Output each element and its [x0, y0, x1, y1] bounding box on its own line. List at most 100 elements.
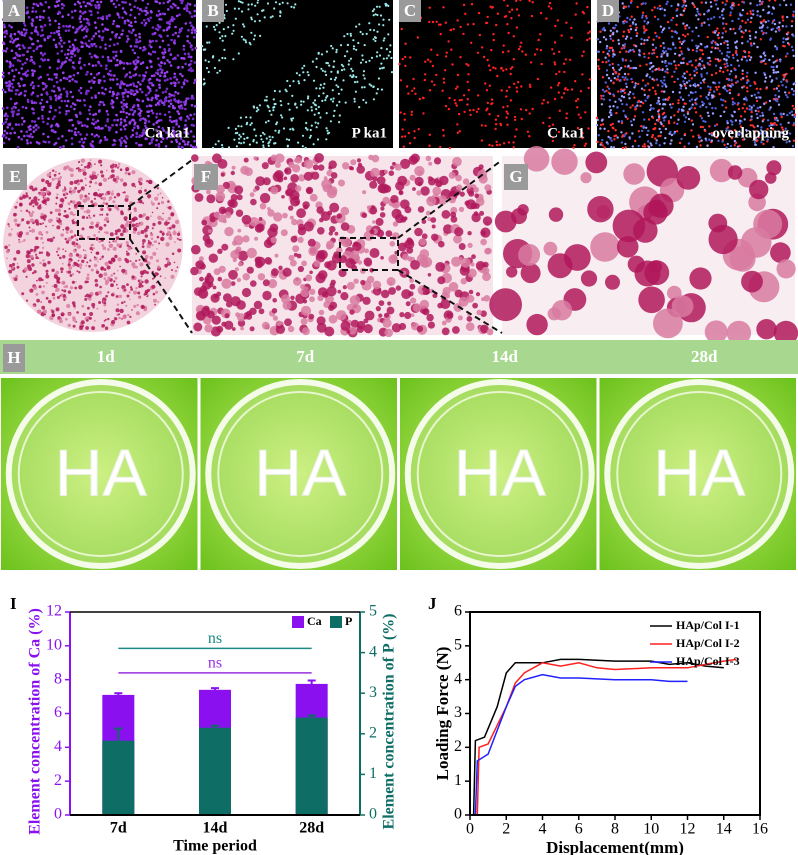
texture-dot	[168, 47, 171, 51]
texture-dot	[146, 295, 149, 298]
texture-dot	[235, 145, 238, 148]
texture-dot	[602, 98, 606, 101]
texture-dot	[317, 270, 328, 280]
texture-dot	[335, 84, 338, 87]
texture-dot	[205, 277, 210, 282]
texture-dot	[416, 190, 422, 196]
texture-dot	[491, 102, 494, 105]
texture-dot	[168, 0, 171, 2]
texture-dot	[31, 74, 34, 77]
texture-dot	[361, 54, 364, 57]
texture-dot	[16, 58, 20, 62]
texture-dot	[452, 28, 455, 31]
texture-dot	[663, 119, 666, 122]
texture-dot	[295, 106, 298, 109]
texture-dot	[116, 118, 119, 122]
texture-dot	[48, 23, 52, 26]
texture-dot	[49, 97, 53, 101]
texture-dot	[508, 86, 511, 89]
texture-dot	[80, 24, 84, 28]
texture-dot	[48, 175, 52, 179]
texture-dot	[701, 53, 705, 56]
texture-dot	[741, 35, 744, 39]
texture-dot	[776, 59, 779, 62]
texture-dot	[86, 216, 89, 219]
texture-dot	[650, 107, 653, 110]
texture-dot	[492, 38, 495, 42]
texture-dot	[700, 67, 703, 71]
texture-dot	[669, 103, 672, 106]
texture-dot	[29, 230, 31, 232]
texture-dot	[142, 202, 145, 205]
texture-dot	[191, 48, 194, 51]
texture-dot	[77, 89, 81, 92]
texture-dot	[25, 58, 29, 61]
texture-dot	[439, 32, 442, 36]
texture-dot	[329, 77, 333, 81]
texture-dot	[676, 122, 679, 126]
texture-dot	[160, 140, 163, 144]
texture-dot	[40, 3, 44, 7]
texture-dot	[53, 143, 56, 146]
texture-dot	[47, 140, 51, 144]
texture-dot	[384, 312, 390, 318]
texture-dot	[163, 79, 167, 82]
texture-dot	[566, 88, 569, 92]
texture-dot	[606, 85, 609, 88]
texture-dot	[67, 312, 71, 316]
texture-dot	[161, 91, 165, 94]
texture-dot	[125, 40, 129, 43]
texture-dot	[83, 253, 88, 258]
texture-dot	[171, 33, 175, 37]
texture-dot	[634, 108, 637, 111]
texture-dot	[102, 75, 106, 78]
texture-dot	[375, 217, 384, 226]
texture-dot	[10, 228, 13, 231]
texture-dot	[355, 75, 358, 79]
texture-dot	[136, 231, 141, 236]
texture-dot	[170, 6, 174, 9]
texture-dot	[26, 11, 29, 14]
texture-dot	[115, 175, 120, 180]
texture-dot	[227, 146, 231, 149]
texture-dot	[309, 270, 313, 275]
texture-dot	[673, 132, 676, 135]
texture-dot	[144, 118, 147, 121]
texture-dot	[134, 20, 137, 24]
texture-dot	[658, 4, 661, 8]
texture-dot	[28, 226, 31, 229]
texture-dot	[188, 41, 191, 45]
texture-dot	[780, 131, 783, 134]
texture-dot	[75, 47, 79, 50]
texture-dot	[352, 47, 355, 50]
texture-dot	[781, 84, 784, 87]
texture-dot	[208, 253, 218, 263]
texture-dot	[54, 177, 57, 180]
texture-dot	[505, 89, 509, 93]
texture-dot	[286, 144, 289, 147]
texture-dot	[288, 84, 292, 87]
texture-dot	[87, 39, 91, 43]
texture-dot	[64, 112, 68, 116]
texture-dot	[612, 146, 616, 149]
texture-dot	[46, 251, 49, 254]
texture-dot	[87, 306, 90, 310]
texture-dot	[467, 73, 470, 76]
texture-dot	[190, 59, 193, 63]
texture-dot	[685, 81, 689, 84]
texture-dot	[113, 74, 116, 77]
texture-dot	[654, 31, 657, 35]
texture-dot	[601, 138, 604, 142]
texture-dot	[711, 46, 714, 49]
texture-dot	[67, 48, 70, 52]
texture-dot	[98, 273, 103, 278]
texture-dot	[132, 84, 136, 87]
texture-dot	[753, 134, 756, 137]
texture-dot	[67, 109, 70, 113]
texture-dot	[89, 142, 92, 146]
texture-dot	[37, 142, 41, 145]
texture-dot	[55, 73, 58, 76]
texture-dot	[98, 240, 101, 243]
texture-dot	[166, 34, 169, 38]
texture-dot	[624, 65, 627, 68]
